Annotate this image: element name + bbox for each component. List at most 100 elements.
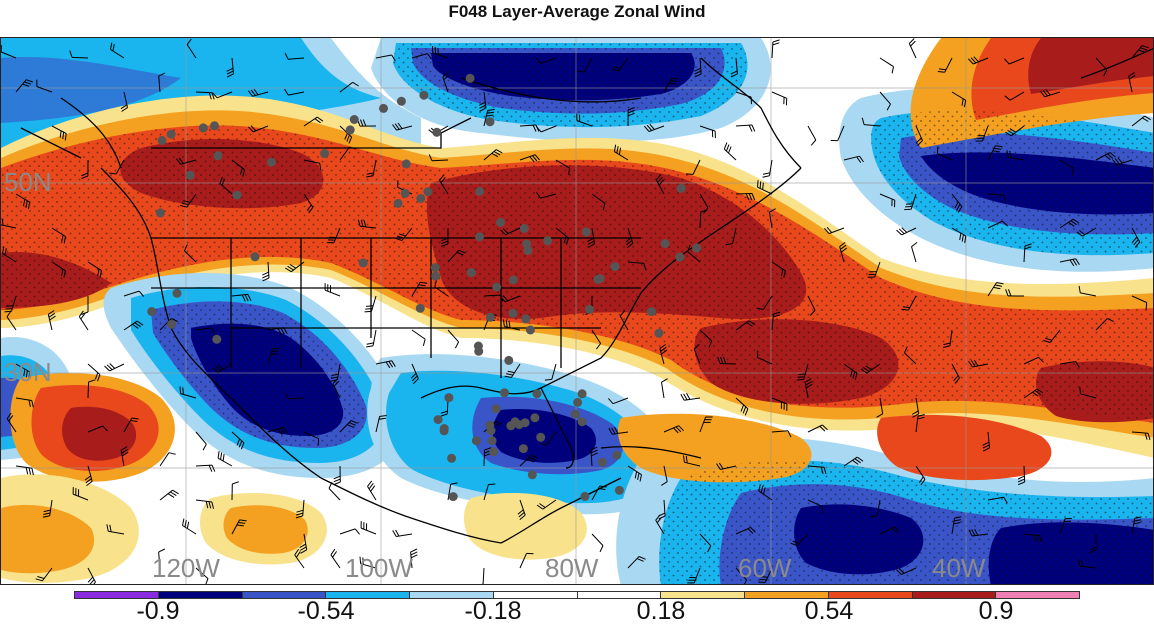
wind-barb — [331, 549, 340, 568]
lon-label-60w: 60W — [738, 553, 791, 584]
station-marker — [402, 159, 411, 168]
wind-barb — [196, 465, 215, 472]
station-marker — [580, 492, 589, 501]
station-marker — [521, 418, 530, 427]
wind-barb — [105, 364, 125, 371]
station-marker — [500, 388, 509, 397]
station-marker — [675, 253, 684, 262]
zonal-wind-map — [1, 38, 1154, 585]
map-panel — [0, 37, 1154, 585]
station-marker — [466, 74, 475, 83]
wind-barb — [340, 529, 360, 534]
station-marker — [528, 470, 537, 479]
station-marker — [444, 393, 453, 402]
station-marker — [612, 451, 621, 460]
wind-barb — [880, 58, 894, 73]
station-marker — [359, 258, 368, 267]
station-marker — [571, 410, 580, 419]
wind-barb — [476, 568, 484, 585]
station-marker — [654, 329, 663, 338]
station-marker — [449, 492, 458, 501]
station-marker — [199, 123, 208, 132]
station-marker — [432, 128, 441, 137]
wind-barb — [808, 126, 816, 145]
station-marker — [423, 187, 432, 196]
station-marker — [167, 130, 176, 139]
station-marker — [167, 320, 176, 329]
station-marker — [346, 125, 355, 134]
station-marker — [647, 307, 656, 316]
station-marker — [434, 415, 443, 424]
station-marker — [615, 486, 624, 495]
station-marker — [543, 236, 552, 245]
station-marker — [173, 289, 182, 298]
wind-barb — [736, 125, 755, 132]
station-marker — [213, 151, 222, 160]
station-marker — [533, 389, 542, 398]
wind-barb — [368, 481, 377, 500]
wind-barb — [912, 242, 918, 262]
wind-barb — [724, 143, 736, 160]
station-marker — [350, 115, 359, 124]
station-marker — [472, 436, 481, 445]
station-marker — [467, 268, 476, 277]
wind-barb — [412, 330, 425, 346]
station-marker — [158, 136, 167, 145]
station-marker — [251, 252, 260, 261]
station-marker — [486, 117, 495, 126]
station-marker — [156, 208, 165, 217]
station-marker — [475, 187, 484, 196]
station-marker — [511, 417, 520, 426]
station-marker — [233, 191, 242, 200]
station-marker — [320, 149, 329, 158]
station-marker — [475, 232, 484, 241]
lon-label-80w: 80W — [545, 553, 598, 584]
station-marker — [401, 189, 410, 198]
station-marker — [379, 104, 388, 113]
station-marker — [440, 426, 449, 435]
station-marker — [522, 240, 531, 249]
wind-barb — [393, 530, 412, 537]
station-marker — [485, 421, 494, 430]
station-marker — [521, 314, 530, 323]
station-marker — [492, 404, 501, 413]
colorbar — [74, 591, 1080, 599]
station-marker — [186, 171, 195, 180]
wind-field-contours — [1, 38, 1154, 585]
station-marker — [210, 121, 219, 130]
station-marker — [486, 313, 495, 322]
station-marker — [416, 304, 425, 313]
station-marker — [573, 398, 582, 407]
station-marker — [394, 199, 403, 208]
station-marker — [578, 417, 587, 426]
station-marker — [496, 218, 505, 227]
station-marker — [212, 335, 221, 344]
wind-barb — [183, 519, 197, 534]
lon-label-120w: 120W — [152, 553, 220, 584]
station-marker — [431, 263, 440, 272]
station-marker — [520, 224, 529, 233]
station-marker — [267, 158, 276, 167]
wind-barb — [763, 160, 773, 177]
station-marker — [504, 356, 513, 365]
wind-barb — [772, 92, 787, 105]
station-marker — [610, 262, 619, 271]
station-marker — [598, 458, 607, 467]
station-marker — [147, 307, 156, 316]
station-marker — [489, 447, 498, 456]
lon-label-40w: 40W — [932, 553, 985, 584]
station-marker — [526, 326, 535, 335]
station-marker — [431, 272, 440, 281]
station-marker — [536, 433, 545, 442]
station-marker — [661, 239, 670, 248]
wind-barb — [325, 283, 340, 296]
lat-label-30n: 30N — [4, 357, 52, 388]
station-marker — [519, 444, 528, 453]
station-marker — [419, 91, 428, 100]
station-marker — [474, 347, 483, 356]
station-marker — [488, 436, 497, 445]
station-marker — [416, 194, 425, 203]
wind-barb — [160, 490, 179, 500]
station-marker — [582, 227, 591, 236]
station-marker — [585, 305, 594, 314]
